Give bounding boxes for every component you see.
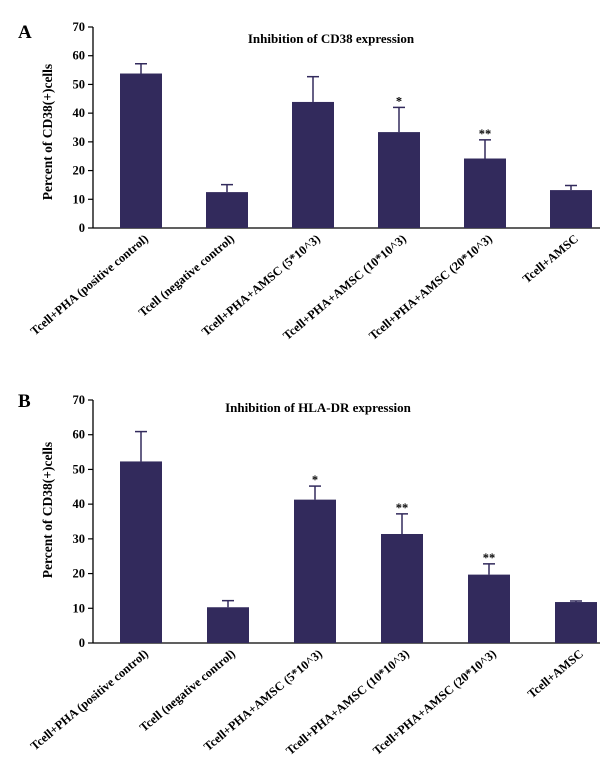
significance-marker: ** — [483, 551, 496, 565]
bar — [292, 101, 334, 228]
y-tick-label: 20 — [73, 164, 86, 178]
bar — [294, 499, 336, 643]
y-tick-label: 10 — [73, 192, 86, 206]
bar — [468, 574, 510, 643]
x-tick-label: Tcell (negative control) — [137, 647, 238, 735]
y-tick-label: 0 — [79, 221, 85, 235]
x-tick-label: Tcell (negative control) — [136, 232, 237, 320]
bar — [550, 190, 592, 228]
y-axis-label-a: Percent of CD38(+)cells — [40, 64, 55, 200]
y-tick-label: 40 — [73, 497, 86, 511]
x-tick-label: Tcell+PHA (positive control) — [28, 232, 151, 339]
bar — [555, 602, 597, 643]
marks-b: 0 10 20 30 40 50 60 70 Tcell+PHA (positive contr… — [28, 393, 600, 758]
bar — [464, 158, 506, 228]
y-tick-label: 70 — [73, 20, 86, 34]
panel-a: A Inhibition of CD38 expression Percent … — [18, 20, 600, 343]
x-tick-label: Tcell+PHA (positive control) — [28, 647, 151, 754]
bar — [120, 461, 162, 643]
panel-b: B Inhibition of HLA-DR expression Percen… — [18, 391, 600, 758]
significance-marker: ** — [479, 127, 492, 141]
bar — [206, 192, 248, 228]
chart-title-a: Inhibition of CD38 expression — [248, 31, 415, 46]
y-tick-label: 40 — [73, 106, 86, 120]
bar — [120, 73, 162, 228]
y-tick-label: 10 — [73, 601, 86, 615]
y-tick-label: 60 — [73, 428, 86, 442]
y-tick-label: 60 — [73, 49, 86, 63]
y-tick-label: 30 — [73, 532, 86, 546]
y-tick-label: 70 — [73, 393, 86, 407]
y-axis-label-b: Percent of CD38(+)cells — [40, 442, 55, 578]
panel-letter-b: B — [18, 391, 31, 412]
significance-marker: * — [312, 473, 318, 487]
y-tick-label: 20 — [73, 567, 86, 581]
bar — [378, 132, 420, 228]
panel-letter-a: A — [18, 22, 32, 43]
x-tick-label: Tcell+AMSC — [520, 232, 581, 286]
y-tick-label: 30 — [73, 135, 86, 149]
x-tick-label: Tcell+AMSC — [525, 647, 586, 701]
significance-marker: * — [396, 94, 402, 108]
y-tick-label: 50 — [73, 462, 86, 476]
chart-title-b: Inhibition of HLA-DR expression — [225, 400, 412, 415]
y-tick-label: 50 — [73, 77, 86, 91]
y-tick-label: 0 — [79, 636, 85, 650]
marks-a: 0 10 20 30 40 50 60 70 Tcell+PHA (positive contr… — [28, 20, 600, 343]
significance-marker: ** — [396, 501, 409, 515]
bar — [207, 607, 249, 643]
bar — [381, 533, 423, 643]
